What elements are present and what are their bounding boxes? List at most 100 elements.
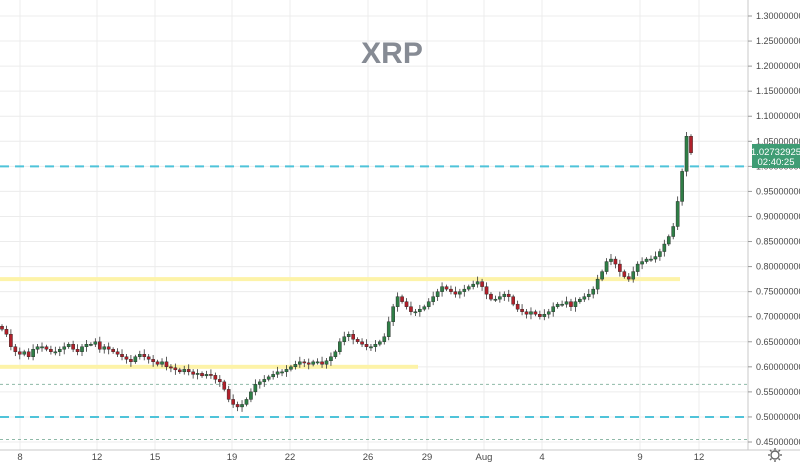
candle-body [351,334,355,340]
candle-body [266,376,271,380]
candle-body [93,341,98,345]
candles [0,132,693,412]
x-tick-label: 9 [637,452,642,463]
candle-body [489,293,493,300]
candle-body [400,296,404,302]
candle-body [218,379,222,383]
candle-body [618,263,622,272]
candle-body [22,351,27,355]
candle-body [338,341,342,352]
y-tick-label: 0.95000000 [756,186,800,196]
candle-body [564,301,569,305]
candle-body [284,369,289,373]
last-price-tag: 1.02732925 02:40:25 [751,144,800,168]
price-axis[interactable]: 1.30000000 1.25000000 1.20000000 1.15000000… [747,0,800,450]
last-price-label: 1.02732925 [751,147,800,158]
y-tick-label: 0.75000000 [756,287,800,297]
candle-body [151,359,155,363]
y-tick-label: 1.30000000 [756,11,800,21]
candle-body [271,374,275,378]
candle-body [458,291,462,295]
candle-body [591,288,596,295]
candle-body [320,361,324,365]
candle-body [155,361,160,365]
resistance-zone [0,277,680,282]
y-tick-label: 1.10000000 [756,111,800,121]
candle-body [178,369,182,373]
candle-body [120,354,124,357]
candle-body [658,251,662,257]
x-tick-label: 4 [539,452,544,463]
candle-body [382,336,387,342]
x-tick-label: 29 [422,452,433,463]
candle-body [578,298,582,302]
x-tick-label: 12 [92,452,103,463]
candle-body [600,271,604,280]
candle-body [35,346,40,350]
x-tick-label: Aug [476,452,493,463]
candle-body [569,301,573,307]
candle-body [249,391,253,400]
x-tick-label: 26 [363,452,374,463]
candle-body [97,341,102,350]
candle-body [493,298,498,301]
candle-body [506,293,511,297]
candle-body [222,381,227,390]
candle-body [555,303,560,307]
candle-body [662,243,667,252]
candle-body [475,281,480,285]
candle-body [444,286,449,290]
time-axis[interactable]: 8 12 15 19 22 26 29 Aug 4 9 12 [0,449,800,463]
candle-body [426,301,431,307]
last-price-box [752,144,800,168]
candle-body [533,311,538,315]
candle-body [71,344,75,350]
candle-body [538,314,542,317]
candle-body [324,360,329,365]
candle-body [391,306,395,322]
candle-body [44,346,49,350]
y-tick-label: 0.55000000 [756,387,800,397]
candle-body [524,311,529,315]
candle-body [644,258,649,262]
candle-body [26,351,31,357]
candle-body [209,374,213,376]
y-tick-label: 1.25000000 [756,36,800,46]
candle-body [293,364,298,368]
candle-body [298,361,302,365]
candle-body [680,171,684,202]
candle-body [329,356,333,362]
candle-body [4,329,9,335]
candle-body [13,346,18,352]
candle-body [235,404,240,408]
candle-body [666,236,671,245]
y-tick-label: 0.50000000 [756,412,800,422]
candle-body [102,346,107,350]
candle-body [422,306,427,310]
gear-icon[interactable] [768,448,782,462]
candle-body [111,349,115,352]
candle-body [89,344,93,346]
countdown-label: 02:40:25 [758,157,795,168]
candle-body [395,296,400,307]
x-tick-label: 8 [17,452,22,463]
candle-body [0,326,4,330]
candle-body [80,346,84,352]
x-tick-label: 12 [694,452,705,463]
candle-body [622,271,627,277]
candle-body [626,276,631,280]
candle-body [66,344,71,347]
candle-body [253,384,258,393]
candle-body [213,375,218,380]
candle-body [502,293,507,297]
candle-body [440,286,444,292]
candle-body [471,283,475,287]
candle-body [9,334,13,347]
candle-body [364,344,369,347]
candle-body [262,379,267,383]
candle-body [498,296,502,300]
candle-body [31,349,35,357]
y-tick-label: 0.85000000 [756,237,800,247]
candle-body [62,346,67,350]
grid-lines [0,0,748,450]
